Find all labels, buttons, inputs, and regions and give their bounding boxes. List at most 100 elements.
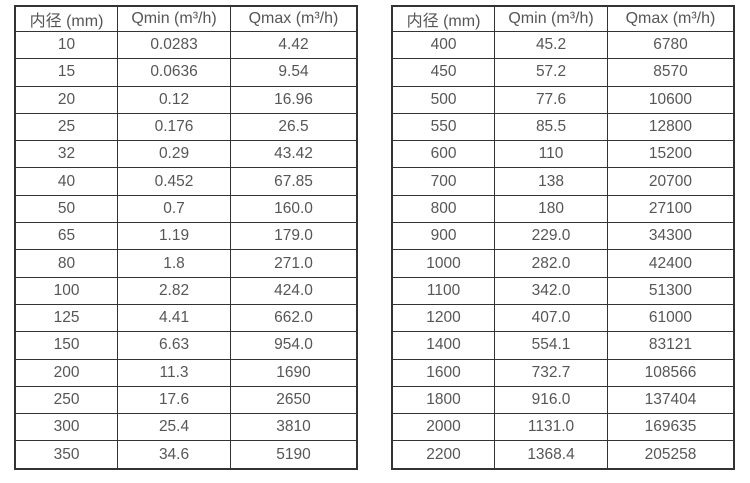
table-header: 内径 (mm) Qmin (m³/h) Qmax (m³/h) xyxy=(14,5,358,32)
cell: 108566 xyxy=(606,358,735,387)
cell: 138 xyxy=(494,167,608,196)
table-row: 125 4.41 662.0 xyxy=(14,303,358,333)
cell: 25.4 xyxy=(117,413,231,442)
table-body: 10 0.0283 4.42 15 0.0636 9.54 20 0.12 16.96 25 0.1… xyxy=(14,30,358,470)
column-header: 内径 (mm) xyxy=(14,5,119,32)
table-row: 400 45.2 6780 xyxy=(391,30,735,60)
table-row: 1800 916.0 137404 xyxy=(391,385,735,415)
cell: 400 xyxy=(391,30,496,60)
table-row: 200 11.3 1690 xyxy=(14,358,358,387)
cell: 554.1 xyxy=(494,331,608,360)
cell: 1.19 xyxy=(117,222,231,251)
cell: 1131.0 xyxy=(494,413,608,442)
cell: 10600 xyxy=(606,85,735,114)
cell: 11.3 xyxy=(117,358,231,387)
cell: 250 xyxy=(14,385,119,415)
table-row: 1000 282.0 42400 xyxy=(391,249,735,278)
cell: 26.5 xyxy=(229,112,358,142)
cell: 2.82 xyxy=(117,276,231,305)
table-row: 150 6.63 954.0 xyxy=(14,331,358,360)
cell: 1690 xyxy=(229,358,358,387)
table-row: 300 25.4 3810 xyxy=(14,413,358,442)
cell: 550 xyxy=(391,112,496,142)
cell: 229.0 xyxy=(494,222,608,251)
cell: 67.85 xyxy=(229,167,358,196)
cell: 34.6 xyxy=(117,440,231,470)
cell: 1100 xyxy=(391,276,496,305)
column-header: Qmax (m³/h) xyxy=(606,5,735,32)
flow-table-small-diameters: 内径 (mm) Qmin (m³/h) Qmax (m³/h) 10 0.0283 4.… xyxy=(14,5,358,470)
table-row: 80 1.8 271.0 xyxy=(14,249,358,278)
cell: 34300 xyxy=(606,222,735,251)
column-header: 内径 (mm) xyxy=(391,5,496,32)
cell: 1200 xyxy=(391,303,496,333)
table-row: 1100 342.0 51300 xyxy=(391,276,735,305)
cell: 8570 xyxy=(606,58,735,87)
cell: 342.0 xyxy=(494,276,608,305)
table-row: 250 17.6 2650 xyxy=(14,385,358,415)
cell: 50 xyxy=(14,194,119,224)
table-row: 900 229.0 34300 xyxy=(391,222,735,251)
header-row: 内径 (mm) Qmin (m³/h) Qmax (m³/h) xyxy=(391,5,735,32)
table-row: 600 110 15200 xyxy=(391,140,735,169)
table-body: 400 45.2 6780 450 57.2 8570 500 77.6 10600 550 85.… xyxy=(391,30,735,470)
cell: 407.0 xyxy=(494,303,608,333)
cell: 6780 xyxy=(606,30,735,60)
cell: 350 xyxy=(14,440,119,470)
table-row: 40 0.452 67.85 xyxy=(14,167,358,196)
cell: 271.0 xyxy=(229,249,358,278)
cell: 77.6 xyxy=(494,85,608,114)
cell: 32 xyxy=(14,140,119,169)
table-row: 550 85.5 12800 xyxy=(391,112,735,142)
cell: 424.0 xyxy=(229,276,358,305)
cell: 900 xyxy=(391,222,496,251)
cell: 4.41 xyxy=(117,303,231,333)
table-row: 1200 407.0 61000 xyxy=(391,303,735,333)
table-row: 450 57.2 8570 xyxy=(391,58,735,87)
cell: 800 xyxy=(391,194,496,224)
cell: 61000 xyxy=(606,303,735,333)
table-row: 2200 1368.4 205258 xyxy=(391,440,735,470)
cell: 0.452 xyxy=(117,167,231,196)
cell: 180 xyxy=(494,194,608,224)
cell: 954.0 xyxy=(229,331,358,360)
cell: 42400 xyxy=(606,249,735,278)
cell: 10 xyxy=(14,30,119,60)
table-row: 1400 554.1 83121 xyxy=(391,331,735,360)
cell: 0.29 xyxy=(117,140,231,169)
cell: 0.0283 xyxy=(117,30,231,60)
table-row: 65 1.19 179.0 xyxy=(14,222,358,251)
table-row: 500 77.6 10600 xyxy=(391,85,735,114)
cell: 110 xyxy=(494,140,608,169)
cell: 205258 xyxy=(606,440,735,470)
table-row: 10 0.0283 4.42 xyxy=(14,30,358,60)
table-row: 20 0.12 16.96 xyxy=(14,85,358,114)
cell: 1000 xyxy=(391,249,496,278)
cell: 125 xyxy=(14,303,119,333)
header-row: 内径 (mm) Qmin (m³/h) Qmax (m³/h) xyxy=(14,5,358,32)
cell: 40 xyxy=(14,167,119,196)
cell: 0.12 xyxy=(117,85,231,114)
column-header: Qmin (m³/h) xyxy=(117,5,231,32)
cell: 282.0 xyxy=(494,249,608,278)
column-header: Qmax (m³/h) xyxy=(229,5,358,32)
table-row: 50 0.7 160.0 xyxy=(14,194,358,224)
cell: 0.7 xyxy=(117,194,231,224)
cell: 80 xyxy=(14,249,119,278)
cell: 57.2 xyxy=(494,58,608,87)
cell: 732.7 xyxy=(494,358,608,387)
cell: 1.8 xyxy=(117,249,231,278)
table-row: 800 180 27100 xyxy=(391,194,735,224)
cell: 45.2 xyxy=(494,30,608,60)
cell: 2200 xyxy=(391,440,496,470)
flow-table-large-diameters: 内径 (mm) Qmin (m³/h) Qmax (m³/h) 400 45.2 678… xyxy=(391,5,735,470)
cell: 0.176 xyxy=(117,112,231,142)
cell: 0.0636 xyxy=(117,58,231,87)
cell: 662.0 xyxy=(229,303,358,333)
table-row: 1600 732.7 108566 xyxy=(391,358,735,387)
cell: 1600 xyxy=(391,358,496,387)
cell: 9.54 xyxy=(229,58,358,87)
flow-capacity-tables: 内径 (mm) Qmin (m³/h) Qmax (m³/h) 10 0.0283 4.… xyxy=(14,5,735,470)
table-row: 100 2.82 424.0 xyxy=(14,276,358,305)
table-row: 15 0.0636 9.54 xyxy=(14,58,358,87)
